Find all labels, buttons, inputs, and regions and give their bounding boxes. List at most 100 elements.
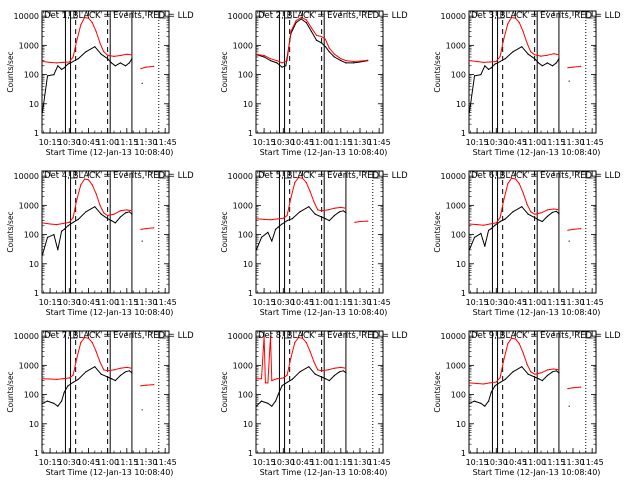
events-data-point bbox=[276, 62, 278, 64]
events-data-point bbox=[42, 112, 43, 114]
panel-title: Det 3, BLACK = Events, RED = LLD bbox=[471, 11, 621, 21]
series-group bbox=[42, 336, 155, 411]
series-group bbox=[256, 16, 369, 68]
panel-title: Det 6, BLACK = Events, RED = LLD bbox=[471, 171, 621, 181]
lld-data-point bbox=[256, 218, 257, 220]
events-data-point bbox=[269, 60, 272, 62]
flag-bracket bbox=[70, 332, 78, 339]
y-tick-label: 10000 bbox=[441, 12, 466, 21]
lld-data-point bbox=[42, 60, 43, 63]
lld-data-point bbox=[522, 30, 524, 32]
events-data-point bbox=[72, 60, 74, 63]
lld-data-point bbox=[131, 210, 133, 212]
marker-lines bbox=[491, 171, 587, 293]
lld-data-point bbox=[91, 22, 93, 24]
events-data-point bbox=[558, 58, 560, 60]
y-tick-label: 100 bbox=[451, 71, 466, 80]
events-data-point bbox=[555, 210, 558, 212]
lld-data-point bbox=[301, 177, 304, 179]
lld-data-point bbox=[281, 62, 283, 64]
lld-data-point bbox=[518, 183, 520, 185]
events-data-point bbox=[480, 402, 482, 404]
lld-data-point bbox=[482, 224, 485, 226]
lld-data-point bbox=[87, 17, 90, 19]
events-data-point bbox=[558, 372, 560, 374]
lld-data-point bbox=[286, 214, 288, 217]
lld-data-point bbox=[534, 213, 536, 215]
events-data-point bbox=[521, 46, 523, 48]
panel-det-9: 1 10 100 1000 10000 10:1510:3010:4511:0011:15… bbox=[433, 330, 621, 477]
lld-data-point bbox=[503, 38, 505, 40]
events-data-point bbox=[85, 371, 87, 373]
lld-data-point bbox=[145, 66, 147, 68]
lld-data-point bbox=[526, 363, 528, 365]
lld-data-point bbox=[469, 382, 470, 384]
x-tick-label: 11:45 bbox=[154, 298, 177, 307]
x-tick-label: 11:00 bbox=[96, 298, 119, 307]
x-axis-label: Start Time (12-Jan-13 10:08:40) bbox=[473, 148, 601, 157]
events-data-point bbox=[497, 62, 499, 64]
events-data-point bbox=[53, 402, 55, 404]
plot-frame bbox=[255, 330, 384, 454]
y-tick-label: 1000 bbox=[19, 41, 39, 50]
x-tick-label: 11:00 bbox=[310, 138, 333, 147]
events-data-point bbox=[484, 65, 486, 67]
panel-title: Det 2, BLACK = Events, RED = LLD bbox=[258, 11, 408, 21]
lld-data-point bbox=[340, 366, 342, 368]
panel-grid: 11010010001000010:1510:3010:4511:0011:15… bbox=[6, 10, 621, 477]
panel-det-4: 1 10 100 1000 10000 10:1510:3010:4511:0011:15… bbox=[6, 170, 194, 317]
lld-data-point bbox=[503, 358, 505, 360]
x-tick-label: 10:15 bbox=[39, 298, 62, 307]
y-tick-label: 1000 bbox=[446, 361, 466, 370]
lld-data-point bbox=[511, 16, 513, 19]
lld-data-point bbox=[572, 228, 574, 230]
flag-bracket bbox=[497, 12, 505, 19]
lld-data-point bbox=[113, 213, 115, 215]
lld-data-point bbox=[140, 385, 142, 387]
events-series-line bbox=[256, 206, 347, 250]
x-tick-label: 11:30 bbox=[134, 138, 157, 147]
events-data-point bbox=[275, 228, 277, 230]
y-axis-label: Counts/sec bbox=[6, 371, 15, 412]
events-data-point bbox=[338, 371, 341, 373]
lld-data-point bbox=[534, 373, 536, 375]
y-tick-label: 100 bbox=[451, 391, 466, 400]
x-tick-label: 11:15 bbox=[329, 298, 352, 307]
flag-bracket bbox=[158, 332, 166, 339]
lld-data-point bbox=[126, 366, 128, 368]
events-data-point bbox=[321, 42, 323, 44]
events-data-point bbox=[281, 66, 283, 68]
y-tick-label: 1 bbox=[461, 449, 466, 458]
x-tick-label: 11:15 bbox=[329, 138, 352, 147]
events-data-point bbox=[260, 400, 263, 402]
lld-data-point bbox=[68, 377, 70, 379]
events-data-point bbox=[141, 409, 143, 411]
lld-data-point bbox=[290, 197, 292, 199]
events-data-point bbox=[488, 68, 490, 70]
events-data-point bbox=[63, 67, 65, 69]
lld-data-point bbox=[42, 378, 43, 380]
events-data-point bbox=[551, 65, 554, 67]
events-data-point bbox=[275, 400, 277, 402]
lld-data-point bbox=[553, 208, 555, 210]
plot-frame bbox=[41, 170, 170, 294]
x-tick-label: 11:30 bbox=[348, 138, 371, 147]
lld-data-point bbox=[153, 227, 155, 229]
y-tick-label: 1 bbox=[461, 289, 466, 298]
lld-data-point bbox=[572, 387, 574, 389]
lld-data-point bbox=[80, 184, 82, 186]
x-tick-label: 11:45 bbox=[368, 298, 391, 307]
x-tick-label: 11:45 bbox=[154, 458, 177, 467]
y-axis-label: Counts/sec bbox=[433, 51, 442, 92]
events-data-point bbox=[308, 206, 310, 208]
events-data-point bbox=[488, 400, 490, 402]
flag-bracket bbox=[158, 12, 166, 19]
x-tick-label: 10:30 bbox=[485, 298, 508, 307]
events-data-point bbox=[114, 380, 116, 382]
events-data-point bbox=[324, 218, 327, 220]
marker-lines bbox=[64, 331, 160, 453]
lld-data-point bbox=[511, 337, 513, 339]
y-tick-label: 1000 bbox=[19, 201, 39, 210]
events-data-point bbox=[57, 405, 59, 407]
events-data-point bbox=[77, 58, 79, 60]
